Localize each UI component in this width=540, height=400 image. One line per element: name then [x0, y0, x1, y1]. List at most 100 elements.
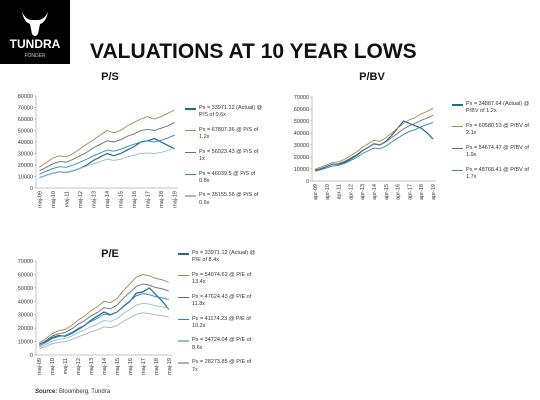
legend-entry: Px = 34724.04 @ P/E of 8.6x — [178, 337, 258, 352]
legend-label: Px = 33971.12 (Actual) @ P/S of 0.6x — [199, 105, 263, 119]
legend-entry: Px = 34887.64 (Actual) @ P/BV of 1.2x — [452, 101, 534, 116]
source: Source: Bloomberg, Tundra — [35, 389, 111, 395]
y-tick-label: 0 — [30, 186, 33, 192]
x-tick-label: maj-10 — [50, 358, 56, 375]
legend-swatch — [178, 253, 189, 255]
x-tick-label: maj-10 — [51, 191, 57, 208]
x-tick-label: maj-09 — [37, 358, 43, 375]
logo-text: TUNDRA — [10, 37, 61, 51]
legend-label: Px = 41174.23 @ P/E of 10.2x — [192, 315, 251, 329]
legend-swatch — [178, 296, 189, 299]
y-tick-label: 10000 — [18, 340, 33, 346]
legend-swatch — [185, 151, 196, 154]
legend-label: Px = 54674.47 @ P/BV of 1.9x — [466, 144, 529, 159]
legend-entry: Px = 60580.53 @ P/BV of 2.1x — [452, 123, 534, 138]
legend-entry: Px = 46039.5 @ P/S of 0.8x — [185, 171, 263, 186]
x-tick-label: apr-13 — [360, 184, 366, 200]
y-tick-label: 40000 — [18, 299, 33, 305]
legend-entry: Px = 35155.56 @ P/S of 0.6x — [185, 192, 263, 207]
y-tick-label: 50000 — [294, 119, 309, 125]
legend-swatch — [178, 340, 189, 342]
x-tick-label: maj-16 — [128, 358, 134, 375]
y-tick-label: 0 — [30, 353, 33, 359]
legend-swatch — [185, 108, 196, 110]
legend-label: Px = 48768.41 @ P/BV of 1.7x — [466, 166, 529, 180]
x-tick-label: maj-15 — [115, 358, 121, 375]
x-tick-label: apr-12 — [348, 184, 354, 200]
legend-swatch — [452, 169, 463, 172]
legend: Px = 33971.12 (Actual) @ P/S of 0.6x Px =… — [185, 105, 263, 214]
y-tick-label: 20000 — [18, 326, 33, 332]
legend-swatch — [452, 147, 463, 150]
y-tick-label: 20000 — [18, 163, 33, 169]
y-tick-label: 30000 — [18, 152, 33, 158]
logo-icon — [22, 12, 48, 36]
x-tick-label: apr-14 — [372, 184, 378, 200]
legend-swatch — [185, 129, 196, 132]
x-tick-label: apr-09 — [313, 184, 319, 200]
slide-title: VALUATIONS AT 10 YEAR LOWS — [90, 40, 417, 63]
legend-label: Px = 46039.5 @ P/S of 0.8x — [199, 170, 256, 184]
legend-swatch — [185, 195, 196, 197]
legend-swatch — [452, 104, 463, 106]
source-label: Source: — [35, 389, 57, 395]
x-tick-label: apr-19 — [431, 184, 437, 200]
legend-entry: Px = 33971.12 (Actual) @ P/S of 0.6x — [185, 105, 263, 120]
x-tick-label: maj-18 — [154, 358, 160, 375]
y-tick-label: 30000 — [18, 313, 33, 319]
legend: Px = 34887.64 (Actual) @ P/BV of 1.2x Px … — [452, 101, 534, 188]
series-line — [314, 122, 434, 172]
series-line — [314, 114, 434, 171]
y-tick-label: 20000 — [294, 155, 309, 161]
series-line — [314, 107, 434, 170]
legend-entry: Px = 54674.47 @ P/BV of 1.9x — [452, 145, 534, 160]
x-tick-label: maj-11 — [64, 191, 70, 207]
logo-subtext: FONDER — [24, 53, 46, 59]
x-tick-label: maj-15 — [119, 191, 125, 208]
legend-entry: Px = 47624.43 @ P/E of 11.8x — [178, 294, 258, 309]
x-tick-label: maj-13 — [89, 358, 95, 375]
x-tick-label: apr-15 — [384, 184, 390, 200]
x-tick-label: maj-17 — [146, 191, 152, 208]
legend-entry: Px = 41174.23 @ P/E of 10.2x — [178, 316, 258, 331]
x-tick-label: maj-13 — [91, 191, 97, 208]
legend-label: Px = 60580.53 @ P/BV of 2.1x — [466, 122, 529, 137]
series-line — [39, 134, 175, 175]
x-tick-label: apr-17 — [407, 184, 413, 200]
x-tick-label: maj-11 — [63, 358, 69, 374]
chart-title: P/S — [101, 71, 119, 83]
x-tick-label: maj-09 — [37, 191, 43, 208]
legend-entry: Px = 56923.43 @ P/S of 1x — [185, 149, 263, 164]
legend-swatch — [178, 362, 189, 364]
y-tick-label: 80000 — [18, 94, 33, 100]
legend-entry: Px = 48768.41 @ P/BV of 1.7x — [452, 167, 534, 182]
legend-label: Px = 34887.64 (Actual) @ P/BV of 1.2x — [466, 101, 530, 115]
series-line — [39, 273, 169, 344]
y-tick-label: 10000 — [294, 167, 309, 173]
y-tick-label: 50000 — [18, 286, 33, 292]
x-tick-label: maj-17 — [141, 358, 147, 375]
y-tick-label: 70000 — [294, 95, 309, 101]
series-line — [39, 302, 169, 348]
legend-label: Px = 28273.85 @ P/E of 7x — [192, 359, 252, 373]
source-text: Bloomberg, Tundra — [59, 389, 111, 395]
legend-label: Px = 67807.36 @ P/S of 1.2x — [199, 126, 259, 141]
chart-title: P/E — [101, 248, 119, 260]
x-tick-label: maj-14 — [105, 191, 111, 208]
y-tick-label: 60000 — [294, 107, 309, 113]
y-tick-label: 30000 — [294, 143, 309, 149]
legend-entry: Px = 54074.62 @ P/E of 13.4x — [178, 272, 258, 287]
series-line — [39, 122, 175, 172]
legend-label: Px = 47624.43 @ P/E of 11.8x — [192, 293, 252, 308]
y-tick-label: 60000 — [18, 272, 33, 278]
legend-entry: Px = 28273.85 @ P/E of 7x — [178, 359, 258, 374]
legend-label: Px = 54074.62 @ P/E of 13.4x — [192, 271, 252, 286]
legend-label: Px = 56923.43 @ P/S of 1x — [199, 148, 259, 163]
legend: Px = 33971.12 (Actual) @ P/E of 8.4x Px =… — [178, 250, 258, 381]
x-tick-label: maj-19 — [173, 191, 179, 208]
x-tick-label: maj-12 — [76, 358, 82, 375]
series-line — [39, 283, 169, 345]
y-tick-label: 70000 — [18, 259, 33, 265]
legend-swatch — [452, 125, 463, 128]
